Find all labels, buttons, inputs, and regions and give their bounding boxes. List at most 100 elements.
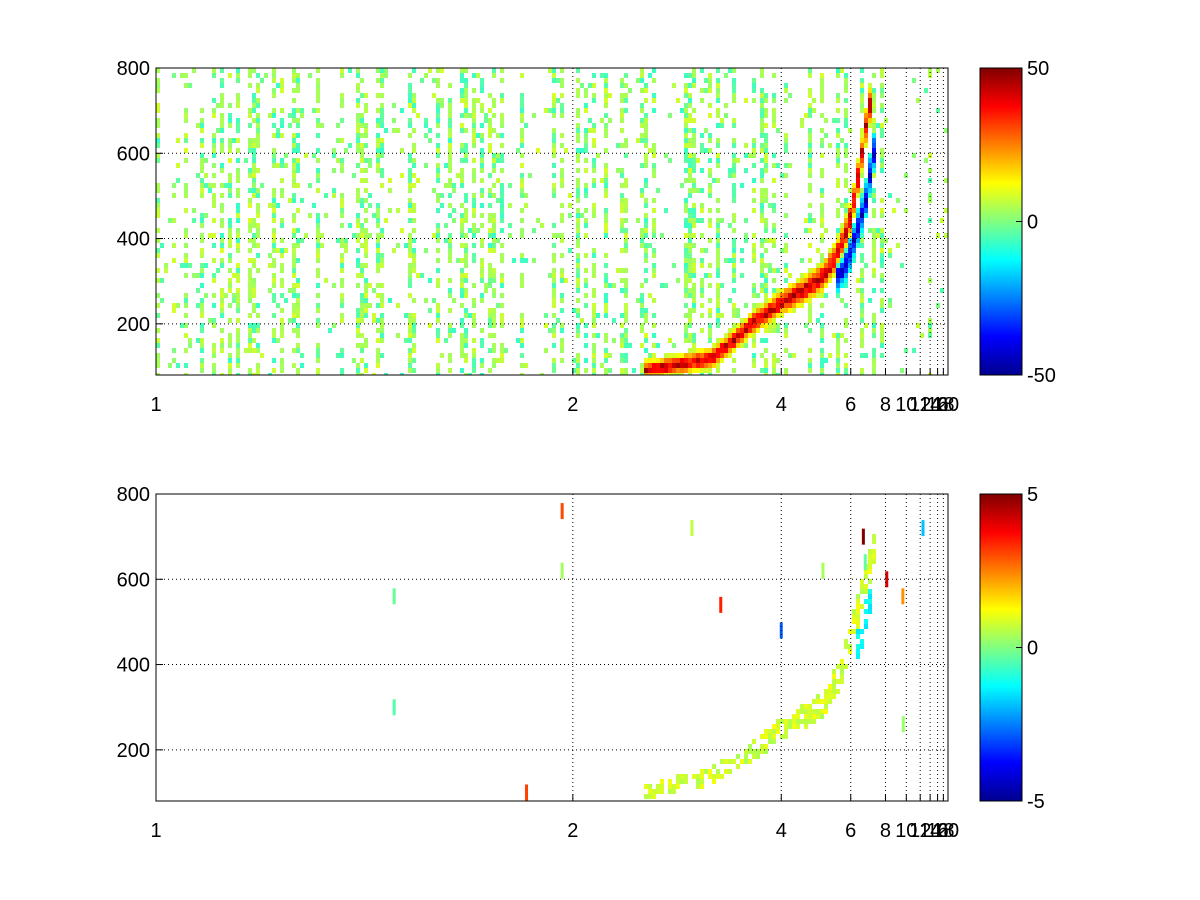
heatmap-cell bbox=[672, 373, 676, 375]
heatmap-cell bbox=[220, 128, 224, 133]
heatmap-cell bbox=[728, 343, 732, 348]
heatmap-cell bbox=[212, 133, 216, 138]
heatmap-cell bbox=[472, 118, 476, 123]
heatmap-cell bbox=[292, 213, 296, 218]
heatmap-cell bbox=[644, 253, 648, 258]
heatmap-cell bbox=[620, 278, 624, 283]
heatmap-cell bbox=[408, 338, 412, 343]
heatmap-cell bbox=[220, 143, 224, 148]
heatmap-cell bbox=[156, 158, 160, 163]
heatmap-cell bbox=[192, 68, 196, 73]
heatmap-cell bbox=[816, 263, 820, 268]
heatmap-cell bbox=[548, 273, 552, 278]
heatmap-cell bbox=[272, 358, 276, 363]
heatmap-cell bbox=[604, 103, 608, 108]
heatmap-cell bbox=[448, 113, 452, 118]
heatmap-cell bbox=[296, 83, 300, 88]
heatmap-cell bbox=[492, 163, 496, 168]
heatmap-cell bbox=[820, 208, 824, 213]
heatmap-cell bbox=[716, 263, 720, 268]
heatmap-cell bbox=[820, 188, 824, 193]
heatmap-cell bbox=[184, 228, 188, 233]
heatmap-cell bbox=[856, 278, 860, 283]
heatmap-cell bbox=[256, 368, 260, 373]
heatmap-cell bbox=[472, 243, 476, 248]
heatmap-cell bbox=[500, 98, 504, 103]
heatmap-cell bbox=[816, 273, 820, 278]
heatmap-cell bbox=[928, 168, 932, 173]
heatmap-cell bbox=[868, 188, 872, 193]
heatmap-cell bbox=[828, 689, 832, 694]
heatmap-cell bbox=[464, 288, 468, 293]
heatmap-cell bbox=[808, 228, 812, 233]
heatmap-cell bbox=[480, 258, 484, 263]
heatmap-cell bbox=[624, 373, 628, 375]
heatmap-cell bbox=[272, 273, 276, 278]
heatmap-cell bbox=[312, 153, 316, 158]
heatmap-cell bbox=[212, 293, 216, 298]
heatmap-cell bbox=[724, 103, 728, 108]
heatmap-cell bbox=[252, 308, 256, 313]
heatmap-cell bbox=[212, 98, 216, 103]
heatmap-cell bbox=[448, 258, 452, 263]
heatmap-cell bbox=[488, 243, 492, 248]
heatmap-cell bbox=[744, 318, 748, 323]
heatmap-cell bbox=[460, 368, 464, 373]
heatmap-cell bbox=[744, 233, 748, 238]
heatmap-cell bbox=[604, 123, 608, 128]
heatmap-cell bbox=[156, 198, 160, 203]
heatmap-cell bbox=[764, 223, 768, 228]
heatmap-cell bbox=[688, 93, 692, 98]
heatmap-cell bbox=[824, 228, 828, 233]
heatmap-cell bbox=[700, 328, 704, 333]
heatmap-cell bbox=[764, 263, 768, 268]
heatmap-cell bbox=[308, 183, 312, 188]
heatmap-cell bbox=[719, 596, 723, 613]
heatmap-cell bbox=[684, 333, 688, 338]
heatmap-cell bbox=[688, 243, 692, 248]
heatmap-cell bbox=[228, 148, 232, 153]
heatmap-cell bbox=[200, 183, 204, 188]
heatmap-cell bbox=[860, 273, 864, 278]
heatmap-cell bbox=[436, 238, 440, 243]
heatmap-cell bbox=[852, 193, 856, 198]
heatmap-cell bbox=[728, 298, 732, 303]
heatmap-cell bbox=[460, 203, 464, 208]
heatmap-cell bbox=[744, 759, 748, 764]
heatmap-cell bbox=[584, 358, 588, 363]
heatmap-cell bbox=[200, 368, 204, 373]
heatmap-cell bbox=[376, 293, 380, 298]
heatmap-cell bbox=[500, 318, 504, 323]
heatmap-cell bbox=[856, 188, 860, 193]
heatmap-cell bbox=[688, 113, 692, 118]
heatmap-cell bbox=[688, 168, 692, 173]
heatmap-cell bbox=[436, 163, 440, 168]
heatmap-cell bbox=[868, 564, 872, 569]
heatmap-cell bbox=[492, 228, 496, 233]
heatmap-cell bbox=[696, 784, 700, 789]
heatmap-cell bbox=[428, 68, 432, 73]
heatmap-cell bbox=[544, 108, 548, 113]
heatmap-cell bbox=[188, 263, 192, 268]
heatmap-cell bbox=[500, 193, 504, 198]
heatmap-cell bbox=[220, 163, 224, 168]
heatmap-cell bbox=[236, 73, 240, 78]
y-tick-label: 600 bbox=[117, 143, 150, 165]
heatmap-cell bbox=[808, 183, 812, 188]
heatmap-cell bbox=[684, 198, 688, 203]
heatmap-cell bbox=[648, 148, 652, 153]
heatmap-cell bbox=[856, 624, 860, 629]
heatmap-cell bbox=[808, 293, 812, 298]
heatmap-cell bbox=[692, 143, 696, 148]
heatmap-cell bbox=[820, 348, 824, 353]
heatmap-cell bbox=[380, 338, 384, 343]
heatmap-cell bbox=[460, 93, 464, 98]
heatmap-cell bbox=[552, 298, 556, 303]
heatmap-cell bbox=[328, 328, 332, 333]
heatmap-cell bbox=[488, 348, 492, 353]
heatmap-cell bbox=[532, 113, 536, 118]
heatmap-cell bbox=[560, 358, 564, 363]
heatmap-cell bbox=[872, 288, 876, 293]
heatmap-cell bbox=[708, 313, 712, 318]
heatmap-cell bbox=[620, 343, 624, 348]
